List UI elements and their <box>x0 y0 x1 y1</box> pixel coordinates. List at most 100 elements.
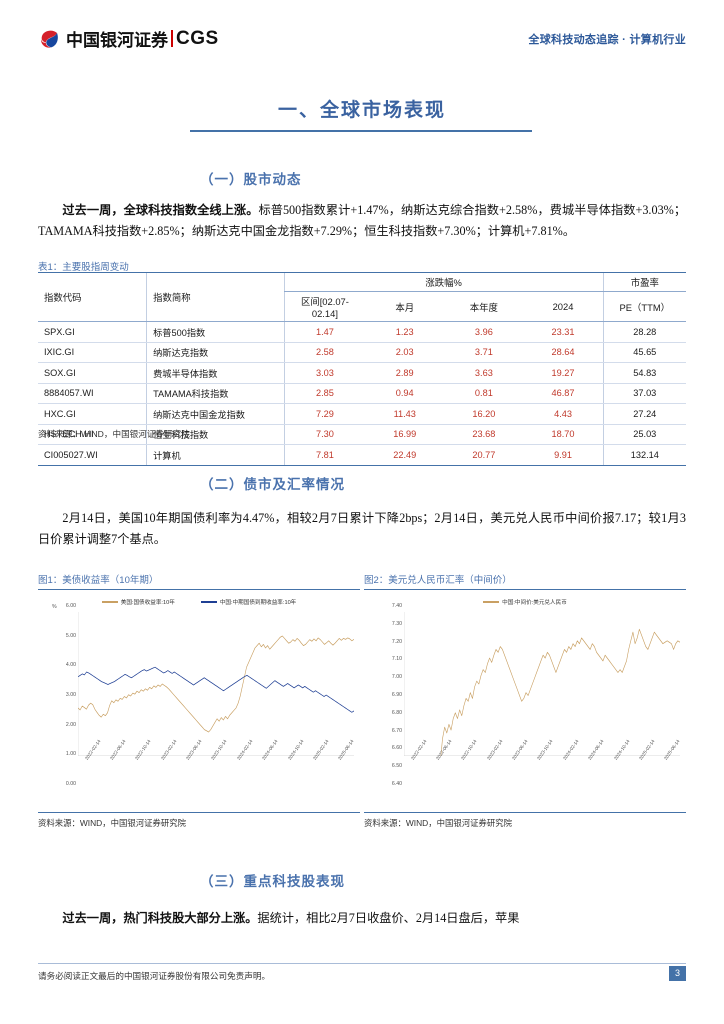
cell-ytd: 0.81 <box>444 383 524 404</box>
y-tick-label: 6.00 <box>65 603 76 609</box>
brand-name-cn: 中国银河证券 <box>66 31 168 50</box>
cell-2024: 19.27 <box>523 362 604 384</box>
cell-range: 2.85 <box>283 383 366 404</box>
th-2024: 2024 <box>523 291 604 322</box>
table-row: SPX.GI 标普500指数 1.47 1.23 3.96 23.31 28.28 <box>38 321 686 343</box>
paragraph-stock-body: 标普500指数累计+1.47%，纳斯达克综合指数+2.58%，费城半导体指数+3… <box>38 203 687 238</box>
legend-line-icon <box>101 601 118 603</box>
cell-pe: 132.14 <box>602 444 686 466</box>
figure2-lines <box>404 612 680 756</box>
y-tick-label: 4.00 <box>65 662 76 669</box>
cell-code: HSTECH.HI <box>38 424 147 445</box>
brand-name-en: CGS <box>176 27 219 49</box>
figure2-caption: 图2：美元兑人民币汇率（中间价） <box>364 575 512 586</box>
cell-ytd: 20.77 <box>444 444 524 466</box>
cell-2024: 18.70 <box>523 424 604 445</box>
page-number: 3 <box>669 966 686 981</box>
cell-month: 0.94 <box>365 383 445 404</box>
cell-2024: 9.91 <box>523 444 604 466</box>
cell-2024: 46.87 <box>523 383 604 404</box>
figure1-plot-area: 美国:国债收益率:10年 中国:中期国债到期收益率:10年 % 6.00 5.00 4… <box>38 589 360 813</box>
cell-range: 1.47 <box>283 321 366 343</box>
cell-range: 2.58 <box>283 342 366 363</box>
section-title-underline <box>190 130 532 132</box>
cell-range: 7.81 <box>283 444 366 466</box>
y-tick-label: 7.20 <box>391 638 402 645</box>
paragraph-techstock: 过去一周，热门科技股大部分上涨。据统计，相比2月7日收盘价、2月14日盘后，苹果 <box>38 908 686 929</box>
figure-bond-yield: 图1：美债收益率（10年期） 美国:国债收益率:10年 中国:中期国债到期收益率:… <box>38 572 360 828</box>
legend-label: 美国:国债收益率:10年 <box>120 600 175 606</box>
y-tick-label: 7.00 <box>391 674 402 681</box>
subsection-heading-stock: （一）股市动态 <box>200 172 302 187</box>
cell-range: 7.30 <box>283 424 366 445</box>
table-source: 资料来源：WIND，中国银河证券研究院 <box>38 429 190 439</box>
cell-2024: 23.31 <box>523 321 604 343</box>
cell-month: 22.49 <box>365 444 445 466</box>
cell-month: 2.89 <box>365 362 445 384</box>
cell-2024: 28.64 <box>523 342 604 363</box>
subsection-heading-bond: （二）债市及汇率情况 <box>200 477 345 492</box>
cell-pe: 28.28 <box>602 321 686 343</box>
cell-pe: 45.65 <box>602 342 686 363</box>
y-tick-label: 1.00 <box>65 751 76 758</box>
cell-code: SPX.GI <box>38 321 147 343</box>
section-title-block: 一、全球市场表现 <box>0 95 724 122</box>
y-tick-label: 6.80 <box>391 709 402 716</box>
cell-name: 纳斯达克指数 <box>146 342 285 363</box>
th-month: 本月 <box>365 291 445 322</box>
legend-line-icon <box>200 601 217 603</box>
table-header-row-2: 区间[02.07-02.14] 本月 本年度 2024 PE（TTM） <box>38 291 686 322</box>
y-tick-label: 2.00 <box>65 721 76 728</box>
cell-month: 1.23 <box>365 321 445 343</box>
cell-pe: 37.03 <box>602 383 686 404</box>
cell-month: 16.99 <box>365 424 445 445</box>
paragraph-techstock-lead: 过去一周，热门科技股大部分上涨。 <box>62 911 258 925</box>
y-tick-label: 6.90 <box>391 692 402 698</box>
paragraph-bond: 2月14日，美国10年期国债利率为4.47%，相较2月7日累计下降2bps；2月… <box>38 511 686 546</box>
galaxy-swirl-icon <box>38 28 60 50</box>
th-code: 指数代码 <box>38 272 147 322</box>
figure1-source: 资料来源：WIND，中国银河证券研究院 <box>38 818 186 828</box>
y-tick-label: 6.70 <box>391 727 402 734</box>
cell-ytd: 3.71 <box>444 342 524 363</box>
cell-ytd: 16.20 <box>444 403 524 425</box>
legend-line-icon <box>483 601 500 603</box>
y-tick-label: 5.00 <box>65 632 76 639</box>
cell-month: 11.43 <box>365 403 445 425</box>
subsection-heading-techstock: （三）重点科技股表现 <box>200 874 345 889</box>
y-tick-label: 3.00 <box>65 692 76 698</box>
paragraph-stock: 过去一周，全球科技指数全线上涨。标普500指数累计+1.47%，纳斯达克综合指数… <box>38 200 686 242</box>
th-pe: PE（TTM） <box>602 291 686 322</box>
y-tick-label: 7.30 <box>391 620 402 627</box>
figure-usdcny: 图2：美元兑人民币汇率（中间价） 中国:中间价:美元兑人民币 7.40 7.30 7… <box>364 572 686 828</box>
cell-name: 标普500指数 <box>146 321 285 343</box>
y-tick-label: 6.50 <box>391 763 402 770</box>
cell-code: IXIC.GI <box>38 342 147 363</box>
figure1-x-axis: 2022-02-14 2022-06-14 2022-10-14 2023-02-14… <box>78 739 355 804</box>
figure2-x-axis: 2022-02-14 2022-06-14 2022-10-14 2023-02-14… <box>404 739 681 804</box>
cell-range: 7.29 <box>283 403 366 425</box>
legend-item: 中国:中期国债到期收益率:10年 <box>200 598 296 606</box>
cell-name: 纳斯达克中国金龙指数 <box>146 403 285 425</box>
table-body: SPX.GI 标普500指数 1.47 1.23 3.96 23.31 28.28 IXIC.… <box>38 321 686 466</box>
header-subject: 全球科技动态追踪 · 计算机行业 <box>528 34 686 46</box>
figure1-legend: 美国:国债收益率:10年 中国:中期国债到期收益率:10年 <box>38 598 360 606</box>
legend-item: 美国:国债收益率:10年 <box>101 598 175 606</box>
cell-pe: 54.83 <box>602 362 686 384</box>
paragraph-techstock-body: 据统计，相比2月7日收盘价、2月14日盘后，苹果 <box>257 911 520 925</box>
cell-code: HXC.GI <box>38 403 147 425</box>
figure1-y-axis: 6.00 5.00 4.00 3.00 2.00 1.00 0.00 <box>46 603 76 787</box>
cell-2024: 4.43 <box>523 403 604 425</box>
cell-pe: 25.03 <box>602 424 686 445</box>
cell-name: 恒生科技指数 <box>146 424 285 445</box>
th-pe-group: 市盈率 <box>602 272 686 292</box>
th-name: 指数简称 <box>146 272 285 322</box>
figure1-lines <box>78 612 354 756</box>
footer-disclaimer: 请务必阅读正文最后的中国银河证券股份有限公司免责声明。 <box>38 971 271 981</box>
figure2-source: 资料来源：WIND，中国银河证券研究院 <box>364 818 512 828</box>
figure2-plot-area: 中国:中间价:美元兑人民币 7.40 7.30 7.20 7.10 7.00 6.90 6.… <box>364 589 686 813</box>
th-ytd: 本年度 <box>444 291 524 322</box>
section-title: 一、全球市场表现 <box>277 100 446 121</box>
cell-name: TAMAMA科技指数 <box>146 383 285 404</box>
figure1-y-unit: % <box>52 604 57 610</box>
